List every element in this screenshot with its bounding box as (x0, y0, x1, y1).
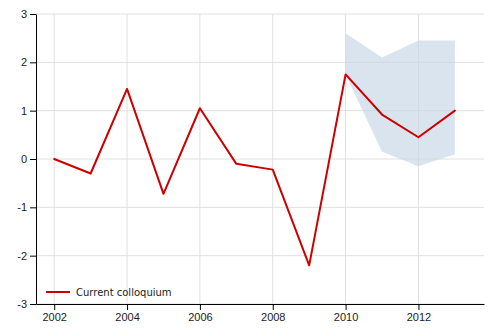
tick-label: 2006 (188, 311, 212, 323)
tick: -1 (17, 201, 36, 213)
chart: 2002 2004 2006 2008 2010 2012 -3 -2 -1 0 1 2 3 Curren… (0, 0, 500, 332)
band (346, 33, 455, 166)
tick-label: 2002 (42, 311, 66, 323)
tick: -2 (17, 250, 36, 262)
tick-mark (30, 111, 36, 112)
tick-mark (54, 304, 55, 310)
tick: 2012 (407, 304, 431, 323)
tick: 2006 (188, 304, 212, 323)
tick: 2004 (115, 304, 139, 323)
grid-line (127, 14, 128, 304)
tick-label: 3 (21, 8, 27, 20)
tick-label: 2 (21, 56, 27, 68)
tick: 1 (21, 105, 36, 117)
tick-label: -1 (17, 201, 27, 213)
tick: 2010 (334, 304, 358, 323)
legend: Current colloquium (46, 287, 172, 298)
tick: 2 (21, 56, 36, 68)
tick-mark (200, 304, 201, 310)
grid-line (272, 14, 273, 304)
tick-mark (30, 62, 36, 63)
tick-label: -2 (17, 250, 27, 262)
tick-label: 2010 (334, 311, 358, 323)
plot: 2002 2004 2006 2008 2010 2012 -3 -2 -1 0 1 2 3 Curren… (17, 8, 484, 323)
tick-label: 2004 (115, 311, 139, 323)
legend-label: Current colloquium (76, 287, 172, 298)
axis-line (36, 15, 37, 305)
grid-line (36, 14, 484, 15)
x-axis: 2002 2004 2006 2008 2010 2012 (37, 304, 485, 323)
tick-label: 1 (21, 105, 27, 117)
legend-swatch (46, 291, 70, 293)
grid-line (199, 14, 200, 304)
tick-mark (30, 207, 36, 208)
tick-mark (30, 159, 36, 160)
tick-mark (346, 304, 347, 310)
line (54, 74, 455, 265)
grid (36, 14, 484, 304)
tick-mark (127, 304, 128, 310)
y-axis: -3 -2 -1 0 1 2 3 (17, 8, 36, 310)
tick: 2002 (42, 304, 66, 323)
tick: -3 (17, 298, 36, 310)
tick: 3 (21, 8, 36, 20)
tick-label: 0 (21, 153, 27, 165)
marks (54, 33, 455, 265)
grid-line (36, 255, 484, 256)
tick-mark (30, 304, 36, 305)
tick-mark (418, 304, 419, 310)
tick: 0 (21, 153, 36, 165)
grid-line (36, 207, 484, 208)
tick-mark (273, 304, 274, 310)
grid-line (36, 304, 484, 305)
tick-mark (30, 14, 36, 15)
tick-label: 2008 (261, 311, 285, 323)
tick: 2008 (261, 304, 285, 323)
tick-mark (30, 256, 36, 257)
axis-line (37, 304, 485, 305)
tick-label: 2012 (407, 311, 431, 323)
tick-label: -3 (17, 298, 27, 310)
